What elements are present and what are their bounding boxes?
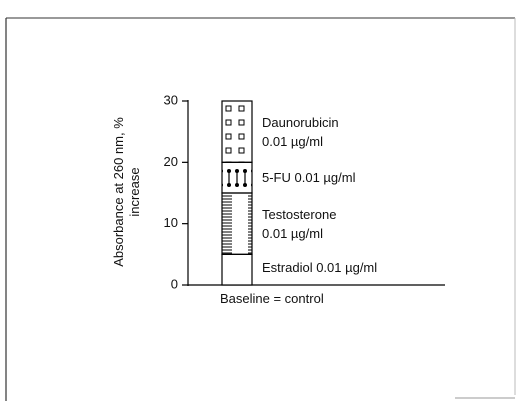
frame [5, 17, 516, 401]
bar-segment [221, 161, 253, 194]
bar-segment [221, 100, 253, 163]
y-axis-label: Absorbance at 260 nm, % increase [111, 117, 142, 267]
segment-label: Estradiol 0.01 µg/ml [262, 260, 378, 276]
segment-label: Daunorubicin 0.01 µg/ml [262, 114, 339, 149]
y-tick-label: 10 [164, 215, 178, 230]
y-tick-label: 0 [171, 276, 178, 291]
y-tick-label: 20 [164, 154, 178, 169]
bar-segment [221, 253, 253, 286]
bar-segment [221, 192, 253, 255]
segment-label: Testosterone 0.01 µg/ml [262, 206, 337, 241]
x-axis-label: Baseline = control [220, 291, 324, 306]
segment-label: 5-FU 0.01 µg/ml [262, 170, 356, 186]
y-tick-label: 30 [164, 92, 178, 107]
